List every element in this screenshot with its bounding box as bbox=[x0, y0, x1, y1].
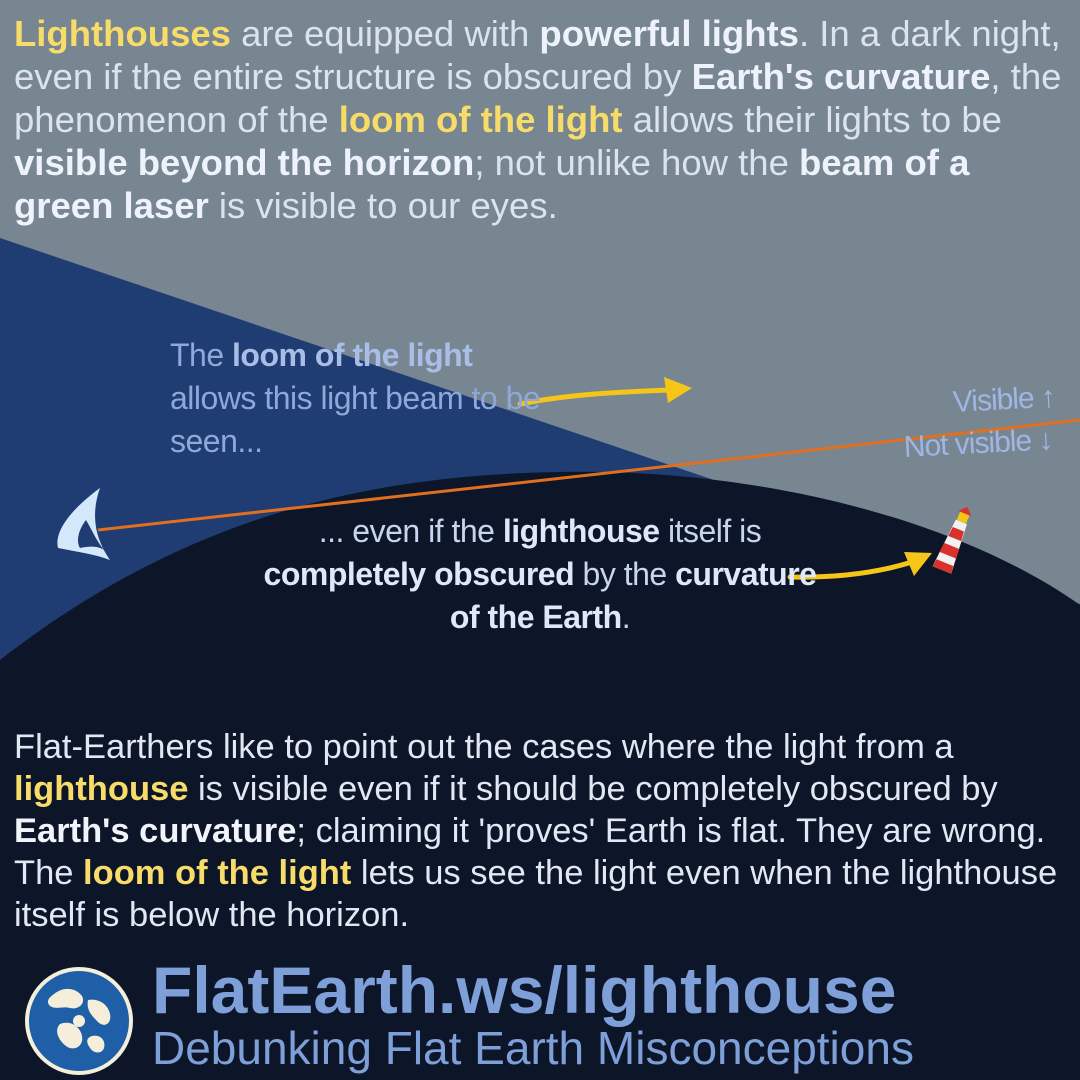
caption-text: by the bbox=[574, 556, 676, 592]
caption-text: allows this light beam to be seen... bbox=[170, 380, 541, 459]
highlight-green-laser: beam of a green laser bbox=[14, 142, 970, 226]
caption-highlight: curvature of the Earth bbox=[449, 556, 817, 635]
intro-text: are equipped with bbox=[230, 13, 540, 54]
sight-line bbox=[97, 418, 1080, 532]
outro-text: Flat-Earthers like to point out the case… bbox=[14, 728, 954, 766]
intro-text: . In a dark night, even if the entire st… bbox=[14, 13, 1061, 97]
intro-text: , the phenomenon of the bbox=[14, 56, 1062, 140]
caption-highlight: loom of the light bbox=[232, 337, 473, 373]
arrow-icon bbox=[787, 559, 915, 580]
site-tagline: Debunking Flat Earth Misconceptions bbox=[152, 1022, 914, 1074]
site-url[interactable]: FlatEarth.ws/lighthouse bbox=[152, 953, 897, 1027]
eye-icon bbox=[57, 488, 110, 560]
caption-highlight: completely obscured bbox=[263, 556, 575, 592]
highlight-earths-curvature: Earth's curvature bbox=[14, 812, 297, 850]
caption-highlight: lighthouse bbox=[502, 513, 660, 549]
visible-label: Visible ↑ bbox=[952, 380, 1056, 419]
highlight-powerful-lights: powerful lights bbox=[539, 13, 799, 54]
loom-caption: The loom of the light allows this light … bbox=[170, 334, 550, 463]
highlight-loom-of-the-light: loom of the light bbox=[338, 99, 623, 140]
earth-curve bbox=[0, 471, 1080, 1080]
caption-text: itself is bbox=[659, 513, 762, 549]
arrow-head bbox=[664, 377, 692, 403]
intro-text: ; not unlike how the bbox=[474, 142, 800, 183]
caption-text: . bbox=[621, 599, 631, 635]
highlight-visible-beyond-horizon: visible beyond the horizon bbox=[14, 142, 475, 183]
arrow-icon bbox=[517, 387, 673, 407]
light-beam bbox=[0, 0, 1080, 604]
lighthouse-icon bbox=[932, 506, 972, 574]
highlight-loom-of-the-light: loom of the light bbox=[83, 854, 352, 892]
intro-text: allows their lights to be bbox=[622, 99, 1002, 140]
outro-text: lets us see the light even when the ligh… bbox=[14, 854, 1058, 934]
globe-logo-icon bbox=[25, 967, 133, 1075]
obscured-caption: ... even if the lighthouse itself is com… bbox=[250, 510, 830, 639]
outro-text: ; claiming it 'proves' Earth is flat. Th… bbox=[14, 812, 1046, 892]
highlight-lighthouses: Lighthouses bbox=[14, 13, 231, 54]
intro-text: is visible to our eyes. bbox=[208, 185, 558, 226]
highlight-lighthouse: lighthouse bbox=[14, 770, 189, 808]
arrow-head bbox=[904, 552, 932, 576]
caption-text: ... even if the bbox=[318, 513, 503, 549]
outro-text: is visible even if it should be complete… bbox=[188, 770, 998, 808]
caption-text: The bbox=[170, 337, 233, 373]
highlight-earths-curvature: Earth's curvature bbox=[691, 56, 991, 97]
intro-paragraph: Lighthouses are equipped with powerful l… bbox=[14, 12, 1074, 227]
conclusion-paragraph: Flat-Earthers like to point out the case… bbox=[14, 726, 1074, 936]
